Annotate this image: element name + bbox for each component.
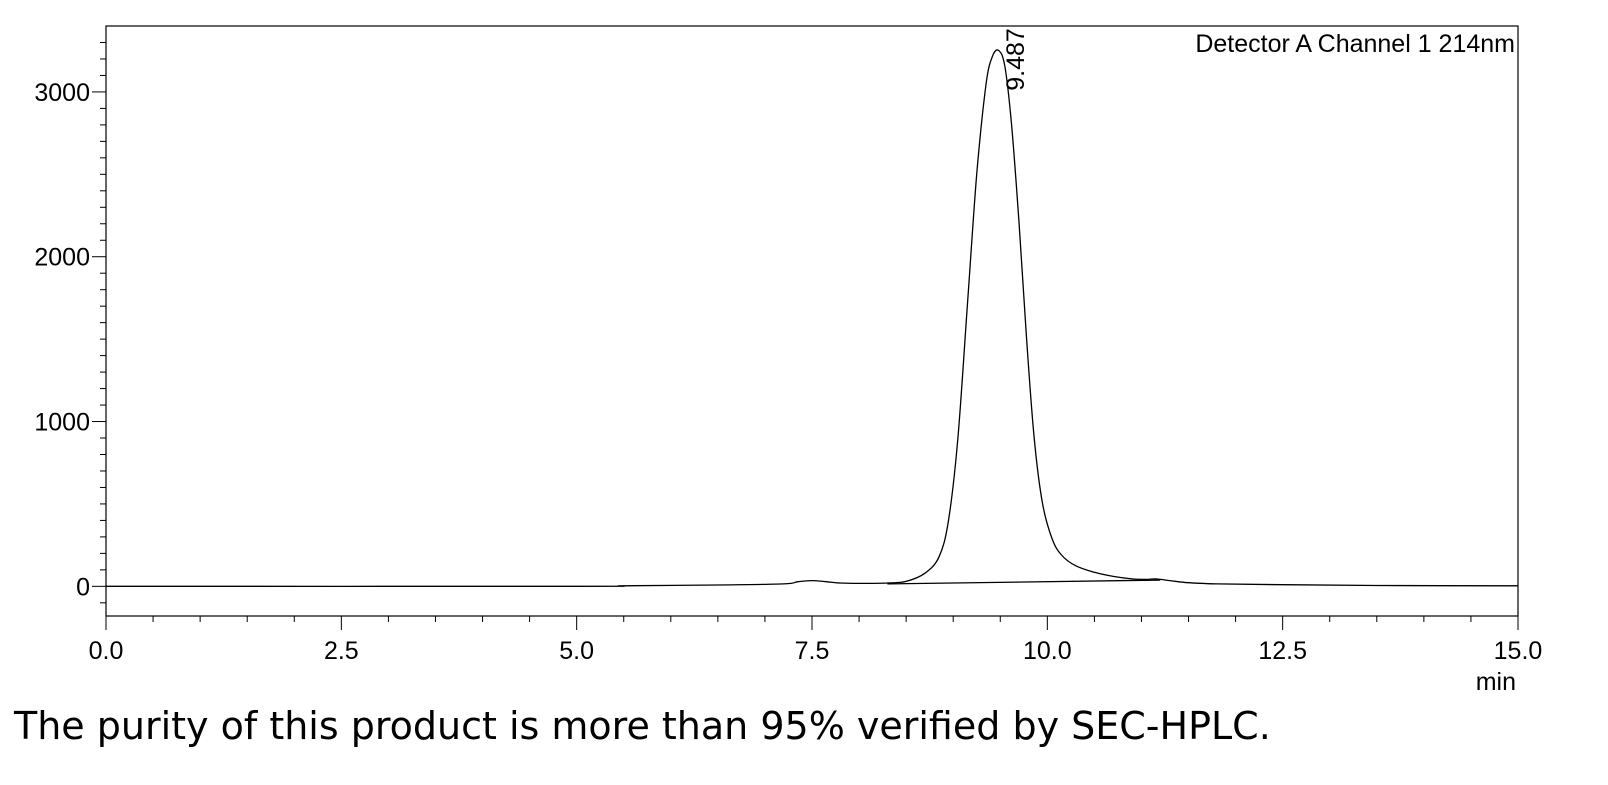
peak-retention-time-label: 9.487 xyxy=(1002,28,1030,91)
detector-legend: Detector A Channel 1 214nm xyxy=(1195,30,1515,58)
chromatogram-trace xyxy=(105,49,1519,587)
chromatogram-chart: 0 1000 2000 3000 0.0 2.5 5.0 7.5 10.0 12.5 15.0 D… xyxy=(34,25,1543,696)
x-axis-unit-label: min xyxy=(1476,668,1516,696)
y-tick-label: 2000 xyxy=(34,244,90,272)
purity-caption: The purity of this product is more than … xyxy=(14,704,1271,748)
peak-annotations: 9.487 xyxy=(1002,28,1030,91)
x-tick-label: 10.0 xyxy=(1023,637,1072,665)
x-tick-label: 7.5 xyxy=(795,637,830,665)
x-tick-label: 12.5 xyxy=(1258,637,1307,665)
y-tick-label: 0 xyxy=(76,573,90,601)
y-tick-label: 3000 xyxy=(34,79,90,107)
y-tick-label: 1000 xyxy=(34,409,90,437)
series-layer xyxy=(105,49,1519,587)
plot-frame xyxy=(105,25,1519,617)
y-axis: 0 1000 2000 3000 xyxy=(34,41,106,604)
x-tick-label: 15.0 xyxy=(1494,637,1543,665)
x-tick-label: 5.0 xyxy=(559,637,594,665)
x-axis: 0.0 2.5 5.0 7.5 10.0 12.5 15.0 xyxy=(89,616,1543,665)
x-tick-label: 0.0 xyxy=(89,637,124,665)
x-tick-label: 2.5 xyxy=(324,637,359,665)
series-line-baseline xyxy=(887,579,1161,585)
